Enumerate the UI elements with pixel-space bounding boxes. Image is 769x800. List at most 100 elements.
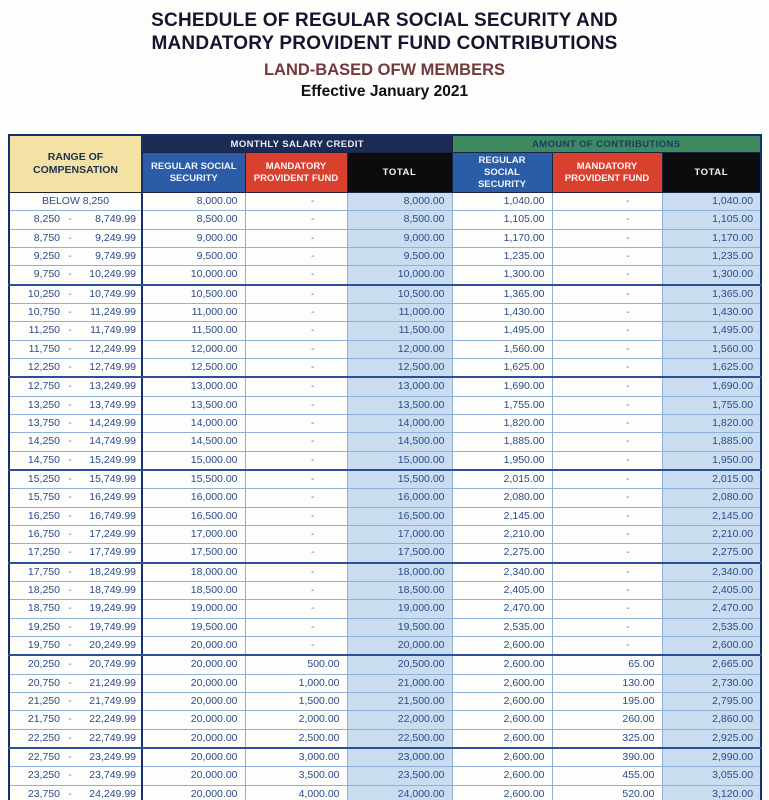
contrib-mpf-cell: - <box>551 210 663 230</box>
contrib-rss-cell: 2,210.00 <box>451 524 553 545</box>
contrib-total-cell: 1,040.00 <box>661 191 762 212</box>
contrib-mpf-cell: 195.00 <box>551 691 663 712</box>
msc-mpf-cell: - <box>244 432 348 452</box>
contrib-rss-cell: 1,755.00 <box>451 395 553 415</box>
range-cell: 10,250-10,749.99 <box>8 284 143 304</box>
range-cell: 18,750-19,249.99 <box>8 599 143 619</box>
contrib-mpf-cell: 325.00 <box>551 728 663 749</box>
contrib-rss-cell: 2,600.00 <box>451 691 553 712</box>
msc-total-cell: 17,500.00 <box>346 543 453 564</box>
range-cell: 23,750-24,249.99 <box>8 784 143 800</box>
contrib-rss-cell: 2,600.00 <box>451 654 553 675</box>
msc-total-cell: 21,000.00 <box>346 673 453 693</box>
table-row: 9,750-10,249.99 10,000.00-10,000.00 1,300.… <box>8 265 762 286</box>
msc-rss-cell: 12,500.00 <box>141 357 246 379</box>
msc-total-cell: 13,500.00 <box>346 395 453 415</box>
range-cell: 17,750-18,249.99 <box>8 562 143 582</box>
table-row: 12,750-13,249.99 13,000.00-13,000.00 1,690… <box>8 376 762 397</box>
amount-of-contributions-header: AMOUNT OF CONTRIBUTIONS <box>451 134 762 153</box>
msc-total-cell: 16,500.00 <box>346 506 453 526</box>
range-cell: 21,750-22,249.99 <box>8 710 143 730</box>
contrib-rss-cell: 2,015.00 <box>451 469 553 490</box>
msc-regular-social-security-header: REGULAR SOCIAL SECURITY <box>141 152 246 193</box>
contrib-total-cell: 1,430.00 <box>661 302 762 323</box>
contrib-total-cell: 2,730.00 <box>661 673 762 693</box>
range-cell: 23,250-23,749.99 <box>8 766 143 786</box>
contrib-mpf-cell: - <box>551 302 663 323</box>
range-cell: 21,250-21,749.99 <box>8 691 143 712</box>
contrib-total-cell: 2,925.00 <box>661 728 762 749</box>
msc-rss-cell: 8,000.00 <box>141 191 246 212</box>
contrib-mpf-cell: 65.00 <box>551 654 663 675</box>
table-row: 18,250-18,749.99 18,500.00-18,500.00 2,405… <box>8 580 762 601</box>
range-cell: 20,250-20,749.99 <box>8 654 143 675</box>
range-cell: 16,750-17,249.99 <box>8 524 143 545</box>
range-cell: 9,750-10,249.99 <box>8 265 143 286</box>
msc-rss-cell: 13,000.00 <box>141 376 246 397</box>
contrib-rss-cell: 2,600.00 <box>451 747 553 768</box>
msc-total-cell: 13,000.00 <box>346 376 453 397</box>
msc-mpf-cell: - <box>244 321 348 341</box>
range-cell: 12,750-13,249.99 <box>8 376 143 397</box>
msc-total-cell: 15,500.00 <box>346 469 453 490</box>
msc-mpf-cell: 2,000.00 <box>244 710 348 730</box>
msc-rss-cell: 16,000.00 <box>141 488 246 508</box>
title-block: SCHEDULE OF REGULAR SOCIAL SECURITY AND … <box>0 0 769 101</box>
range-cell: 15,250-15,749.99 <box>8 469 143 490</box>
msc-mpf-cell: - <box>244 635 348 657</box>
contrib-total-cell: 1,105.00 <box>661 210 762 230</box>
msc-mpf-cell: - <box>244 339 348 359</box>
contrib-total-cell: 2,405.00 <box>661 580 762 601</box>
range-cell: 13,750-14,249.99 <box>8 413 143 434</box>
table-row: 12,250-12,749.99 12,500.00-12,500.00 1,625… <box>8 357 762 379</box>
msc-total-cell: 23,000.00 <box>346 747 453 768</box>
contrib-total-cell: 2,860.00 <box>661 710 762 730</box>
msc-mpf-cell: - <box>244 450 348 471</box>
msc-rss-cell: 14,000.00 <box>141 413 246 434</box>
range-cell: 22,250-22,749.99 <box>8 728 143 749</box>
msc-mpf-cell: 1,000.00 <box>244 673 348 693</box>
contrib-total-cell: 1,300.00 <box>661 265 762 286</box>
contrib-rss-cell: 2,600.00 <box>451 710 553 730</box>
contrib-rss-cell: 2,470.00 <box>451 599 553 619</box>
contrib-rss-cell: 2,600.00 <box>451 635 553 657</box>
msc-rss-cell: 15,500.00 <box>141 469 246 490</box>
contrib-rss-cell: 1,950.00 <box>451 450 553 471</box>
contrib-total-cell: 2,145.00 <box>661 506 762 526</box>
msc-rss-cell: 13,500.00 <box>141 395 246 415</box>
contrib-total-cell: 1,495.00 <box>661 321 762 341</box>
contrib-total-cell: 2,600.00 <box>661 635 762 657</box>
msc-total-cell: 19,000.00 <box>346 599 453 619</box>
msc-rss-cell: 10,000.00 <box>141 265 246 286</box>
contrib-total-cell: 2,015.00 <box>661 469 762 490</box>
msc-total-cell: 15,000.00 <box>346 450 453 471</box>
contrib-total-cell: 2,340.00 <box>661 562 762 582</box>
range-cell: 18,250-18,749.99 <box>8 580 143 601</box>
table-row: 11,250-11,749.99 11,500.00-11,500.00 1,495… <box>8 321 762 341</box>
table-row: 16,250-16,749.99 16,500.00-16,500.00 2,145… <box>8 506 762 526</box>
contrib-total-cell: 2,535.00 <box>661 617 762 637</box>
table-row: 18,750-19,249.99 19,000.00-19,000.00 2,470… <box>8 599 762 619</box>
contrib-mpf-cell: - <box>551 246 663 267</box>
contrib-rss-cell: 2,600.00 <box>451 728 553 749</box>
monthly-salary-credit-header: MONTHLY SALARY CREDIT <box>141 134 453 153</box>
contrib-rss-cell: 1,560.00 <box>451 339 553 359</box>
contrib-rss-cell: 1,105.00 <box>451 210 553 230</box>
table-row: 22,750-23,249.99 20,000.00 3,000.00 23,000.… <box>8 747 762 768</box>
table-body: BELOW 8,250 8,000.00-8,000.00 1,040.00-1,0… <box>8 191 762 800</box>
contrib-rss-cell: 1,170.00 <box>451 228 553 248</box>
contrib-mpf-cell: - <box>551 376 663 397</box>
contrib-rss-cell: 2,600.00 <box>451 784 553 800</box>
range-cell: 17,250-17,749.99 <box>8 543 143 564</box>
msc-rss-cell: 18,500.00 <box>141 580 246 601</box>
msc-mpf-cell: - <box>244 506 348 526</box>
table-row: 20,750-21,249.99 20,000.00 1,000.00 21,000.… <box>8 673 762 693</box>
contrib-mpf-cell: - <box>551 580 663 601</box>
table-row: 16,750-17,249.99 17,000.00-17,000.00 2,210… <box>8 524 762 545</box>
contrib-rss-cell: 2,275.00 <box>451 543 553 564</box>
range-cell: BELOW 8,250 <box>8 191 143 212</box>
contrib-mpf-cell: - <box>551 395 663 415</box>
contrib-total-cell: 2,990.00 <box>661 747 762 768</box>
msc-rss-cell: 9,500.00 <box>141 246 246 267</box>
contrib-total-cell: 1,560.00 <box>661 339 762 359</box>
